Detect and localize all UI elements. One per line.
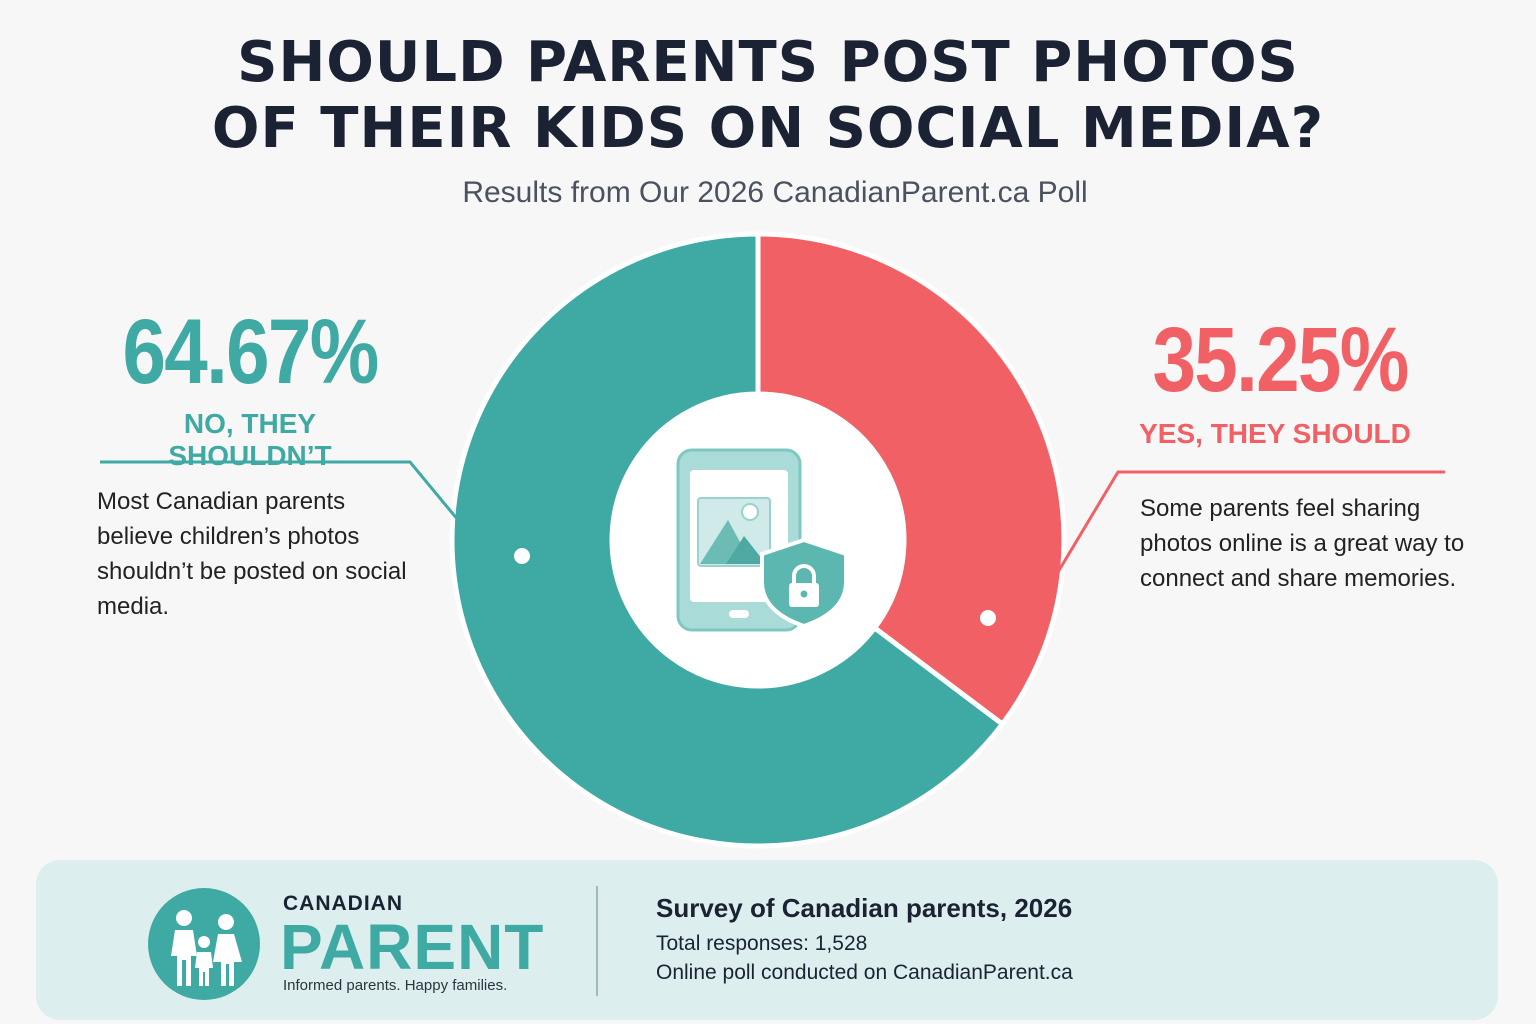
no-leader-dot	[512, 546, 532, 566]
brand-name-main: PARENT	[280, 911, 545, 983]
survey-responses: Total responses: 1,528	[656, 932, 868, 955]
yes-description: Some parents feel sharing photos online …	[1140, 495, 1465, 592]
brand-name-top: CANADIAN	[283, 892, 403, 915]
page-title: SHOULD PARENTS POST PHOTOS OF THEIR KIDS…	[0, 30, 1536, 162]
page-subtitle: Results from Our 2026 CanadianParent.ca …	[462, 176, 1088, 209]
footer-panel: CANADIAN PARENT Informed parents. Happy …	[36, 860, 1498, 1020]
no-answer-label: NO, THEY SHOULDN’T	[168, 408, 332, 471]
phone-photo-lock-icon	[676, 448, 848, 632]
footer-divider	[596, 886, 598, 996]
no-leader-line	[100, 460, 523, 558]
family-icon	[148, 888, 260, 1000]
brand-tagline: Informed parents. Happy families.	[283, 977, 508, 994]
yes-percentage-label: 35.25%	[1152, 309, 1410, 411]
survey-method: Online poll conducted on CanadianParent.…	[656, 961, 1073, 984]
no-percentage-label: 64.67%	[122, 301, 380, 403]
title-line-2: OF THEIR KIDS ON SOCIAL MEDIA?	[211, 96, 1325, 161]
yes-answer-label: YES, THEY SHOULD	[1139, 418, 1411, 449]
survey-heading: Survey of Canadian parents, 2026	[656, 893, 1073, 923]
no-description: Most Canadian parents believe children’s…	[97, 488, 407, 620]
yes-leader-dot	[978, 608, 998, 628]
title-line-1: SHOULD PARENTS POST PHOTOS	[237, 30, 1299, 95]
yes-leader-line	[987, 470, 1445, 620]
family-icon-graphic	[171, 910, 242, 986]
